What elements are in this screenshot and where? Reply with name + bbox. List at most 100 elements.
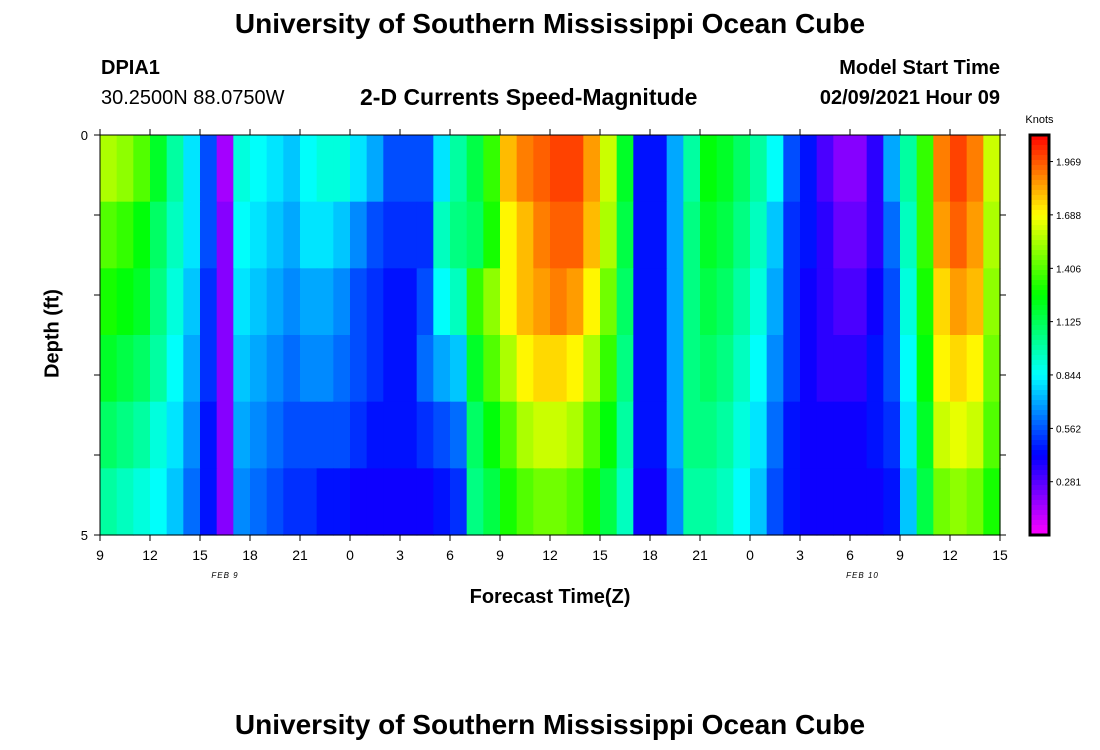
x-tick-label: 3 — [396, 547, 404, 563]
heatmap-cell — [800, 468, 818, 536]
heatmap-cell — [766, 401, 784, 469]
heatmap-cell — [600, 135, 618, 203]
heatmap-cell — [933, 268, 951, 336]
heatmap-cell — [966, 268, 984, 336]
heatmap-cell — [550, 401, 568, 469]
heatmap-cell — [283, 201, 301, 269]
heatmap-cell — [850, 468, 868, 536]
footer-title: University of Southern Mississippi Ocean… — [234, 709, 866, 740]
x-tick-label: 15 — [592, 547, 608, 563]
heatmap-cell — [550, 135, 568, 203]
heatmap-cell — [900, 201, 918, 269]
heatmap-cell — [400, 268, 418, 336]
colorbar-segment — [1030, 460, 1049, 466]
x-tick-label: 21 — [692, 547, 708, 563]
colorbar-segment — [1030, 490, 1049, 496]
heatmap-cell — [550, 468, 568, 536]
heatmap-cell — [450, 468, 468, 536]
heatmap-cell — [383, 468, 401, 536]
heatmap-cell — [166, 201, 184, 269]
heatmap-cell — [450, 201, 468, 269]
heatmap-cell — [516, 201, 534, 269]
colorbar-segment — [1030, 390, 1049, 396]
x-tick-label: 9 — [896, 547, 904, 563]
heatmap-cell — [950, 335, 968, 403]
heatmap-cell — [333, 335, 351, 403]
heatmap-cell — [300, 268, 318, 336]
heatmap-cell — [350, 201, 368, 269]
heatmap-cell — [116, 201, 134, 269]
heatmap-cell — [983, 201, 1001, 269]
heatmap-cell — [566, 401, 584, 469]
heatmap-cell — [983, 135, 1001, 203]
heatmap-cell — [316, 201, 334, 269]
heatmap-cell — [916, 268, 934, 336]
heatmap-cell — [216, 201, 234, 269]
heatmap-cell — [816, 468, 834, 536]
heatmap-cell — [850, 335, 868, 403]
heatmap-cell — [783, 468, 801, 536]
x-tick-label: 0 — [346, 547, 354, 563]
heatmap-cell — [150, 201, 168, 269]
heatmap-cell — [866, 401, 884, 469]
heatmap-cell — [666, 135, 684, 203]
colorbar-segment — [1030, 195, 1049, 201]
x-tick-label: 0 — [746, 547, 754, 563]
heatmap-cell — [350, 468, 368, 536]
colorbar-segment — [1030, 470, 1049, 476]
heatmap-cell — [750, 201, 768, 269]
heatmap-cell — [800, 335, 818, 403]
colorbar-segment — [1030, 230, 1049, 236]
heatmap-cell — [100, 401, 118, 469]
heatmap-cell — [433, 468, 451, 536]
heatmap-cell — [966, 401, 984, 469]
heatmap-cell — [616, 335, 634, 403]
heatmap-cell — [716, 335, 734, 403]
heatmap-cell — [400, 201, 418, 269]
heatmap-cell — [300, 135, 318, 203]
colorbar-segment — [1030, 530, 1049, 536]
heatmap-cell — [200, 201, 218, 269]
heatmap-cell — [350, 268, 368, 336]
heatmap-cell — [200, 268, 218, 336]
heatmap-cell — [466, 201, 484, 269]
x-axis-title: Forecast Time(Z) — [469, 586, 631, 608]
heatmap-cell — [200, 468, 218, 536]
heatmap-cell — [550, 268, 568, 336]
heatmap-cell — [283, 335, 301, 403]
heatmap-cell — [600, 401, 618, 469]
heatmap-cell — [650, 268, 668, 336]
heatmap-cell — [450, 268, 468, 336]
heatmap-cell — [116, 135, 134, 203]
heatmap-cell — [533, 201, 551, 269]
heatmap-cell — [116, 401, 134, 469]
colorbar-segment — [1030, 290, 1049, 296]
colorbar-segment — [1030, 420, 1049, 426]
heatmap-cell — [483, 401, 501, 469]
heatmap-cell — [166, 468, 184, 536]
heatmap-cell — [466, 268, 484, 336]
heatmap-chart: 05 9 12 15 18 21 0 3 6 9 12 15 18 21 0 3 6 9 12 15 FEB 9 FE… — [81, 114, 1082, 580]
heatmap-cell — [366, 335, 384, 403]
heatmap-cell — [250, 468, 268, 536]
heatmap-cell — [883, 468, 901, 536]
heatmap-cell — [700, 268, 718, 336]
colorbar-segment — [1030, 160, 1049, 166]
heatmap-cell — [450, 135, 468, 203]
heatmap-cell — [416, 135, 434, 203]
heatmap-cell — [600, 201, 618, 269]
colorbar-tick-label: 1.688 — [1056, 211, 1081, 222]
x-tick-label: 18 — [242, 547, 258, 563]
colorbar-segment — [1030, 315, 1049, 321]
heatmap-cell — [933, 401, 951, 469]
heatmap-cell — [400, 135, 418, 203]
heatmap-cell — [516, 135, 534, 203]
heatmap-cell — [933, 135, 951, 203]
colorbar-segment — [1030, 310, 1049, 316]
heatmap-cell — [800, 135, 818, 203]
heatmap-cell — [166, 335, 184, 403]
heatmap-cell — [366, 201, 384, 269]
heatmap-cell — [783, 335, 801, 403]
heatmap-cell — [800, 268, 818, 336]
colorbar-segment — [1030, 515, 1049, 521]
